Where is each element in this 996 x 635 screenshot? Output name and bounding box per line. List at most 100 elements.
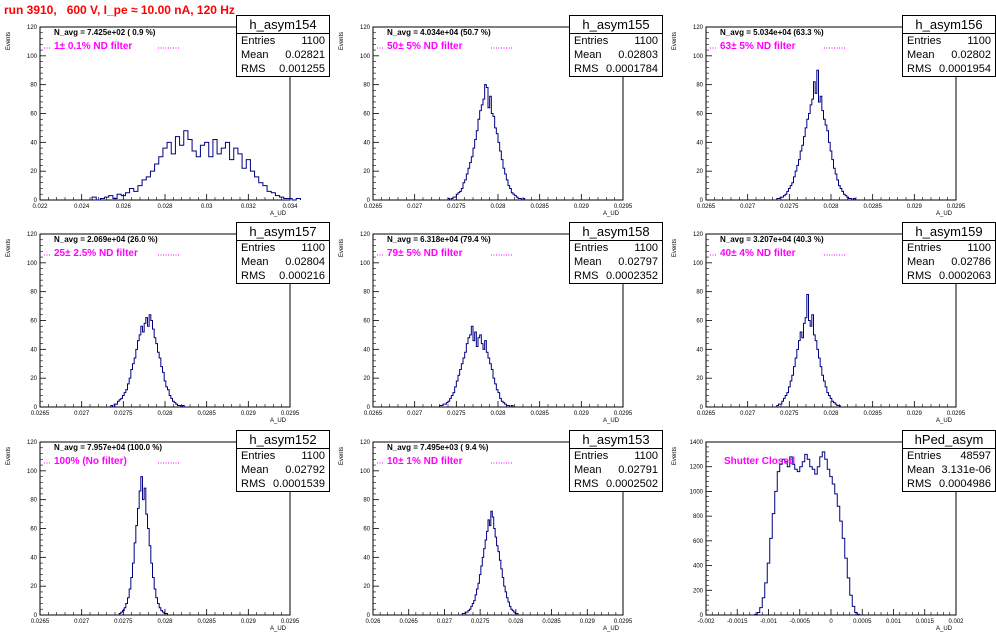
x-tick-label: 0.029 [574, 204, 590, 210]
histogram-canvas: 0.0265 0.027 0.0275 0.028 0.0285 0.029 0.0295 0… [339, 232, 633, 424]
y-tick-label: 40 [363, 347, 370, 353]
y-axis-label: Events [672, 32, 678, 50]
y-tick-label: 40 [30, 347, 37, 353]
x-tick-label: 0.032 [241, 204, 257, 210]
y-tick-label: 60 [30, 319, 37, 325]
histogram-pad-h_asym156: 0.0265 0.027 0.0275 0.028 0.0285 0.029 0.0295 0… [666, 15, 996, 220]
histogram-pad-h_asym158: 0.0265 0.027 0.0275 0.028 0.0285 0.029 0.0295 0… [333, 222, 663, 427]
y-tick-label: 40 [363, 140, 370, 146]
rms-value: 0.0004986 [939, 478, 991, 490]
x-tick-label: 0.0295 [614, 411, 633, 417]
y-tick-label: 80 [30, 290, 37, 296]
histogram-name: h_asym152 [237, 431, 329, 449]
x-tick-label: 0.0295 [281, 619, 300, 625]
y-tick-label: 1000 [690, 489, 704, 495]
y-tick-label: 0 [700, 405, 704, 411]
rms-label: RMS [574, 63, 599, 75]
rms-label: RMS [574, 270, 599, 282]
x-tick-label: -0.0005 [790, 619, 811, 625]
rms-label: RMS [907, 63, 932, 75]
y-tick-label: 0 [34, 613, 38, 619]
rms-value: 0.0002502 [606, 478, 658, 490]
mean-value: 0.02802 [951, 49, 991, 61]
rms-label: RMS [907, 478, 932, 490]
y-axis-label: Events [672, 447, 678, 465]
rms-value: 0.0001784 [606, 63, 658, 75]
rms-value: 0.0002352 [606, 270, 658, 282]
mean-label: Mean [241, 464, 269, 476]
x-tick-label: 0.026 [365, 619, 381, 625]
entries-label: Entries [574, 35, 609, 47]
mean-value: 0.02821 [285, 49, 325, 61]
y-axis-label: Events [339, 32, 345, 50]
histogram-pad-h_asym153: 0.026 0.0265 0.027 0.0275 0.028 0.0285 0.029 0.… [333, 430, 663, 635]
x-tick-label: 0.027 [74, 619, 90, 625]
x-tick-label: 0.0265 [697, 204, 716, 210]
y-tick-label: 20 [30, 376, 37, 382]
x-tick-label: 0.027 [740, 204, 756, 210]
histogram-canvas: 0.0265 0.027 0.0275 0.028 0.0285 0.029 0.0295 0… [672, 25, 966, 217]
rms-value: 0.0001539 [273, 478, 325, 490]
y-tick-label: 60 [363, 319, 370, 325]
x-tick-label: 0.028 [490, 204, 506, 210]
x-tick-label: 0.0295 [947, 204, 966, 210]
mean-label: Mean [241, 49, 269, 61]
x-axis-label: A_UD [603, 211, 620, 217]
entries-label: Entries [907, 35, 942, 47]
x-tick-label: 0.0265 [400, 619, 419, 625]
y-tick-label: 80 [363, 83, 370, 89]
x-tick-label: 0.028 [823, 411, 839, 417]
x-tick-label: 0.029 [241, 619, 257, 625]
rms-label: RMS [241, 478, 266, 490]
stats-mean-row: Mean 0.02786 [903, 255, 995, 269]
rms-value: 0.001255 [279, 63, 325, 75]
stats-mean-row: Mean 3.131e-06 [903, 463, 995, 477]
y-tick-label: 20 [696, 169, 703, 175]
filter-label: 10± 1% ND filter [387, 456, 463, 467]
stats-mean-row: Mean 0.02802 [903, 48, 995, 62]
n-avg-text: N_avg = 7.957e+04 (100.0 %) [54, 443, 163, 452]
mean-label: Mean [907, 464, 935, 476]
y-tick-label: 60 [30, 112, 37, 118]
y-axis-label: Events [6, 239, 12, 257]
x-tick-label: 0.029 [574, 411, 590, 417]
stats-rms-row: RMS 0.000216 [237, 269, 329, 283]
y-tick-label: 800 [693, 514, 704, 520]
histogram-line [754, 451, 861, 615]
filter-label: 25± 2.5% ND filter [54, 248, 138, 259]
entries-label: Entries [907, 242, 942, 254]
x-tick-label: 0.028 [157, 411, 173, 417]
x-tick-label: 0.0275 [447, 204, 466, 210]
x-axis-label: A_UD [936, 211, 953, 217]
filter-label: Shutter Closed [724, 456, 796, 467]
entries-label: Entries [241, 450, 276, 462]
y-tick-label: 80 [363, 290, 370, 296]
rms-label: RMS [241, 270, 266, 282]
stats-box: h_asym154 Entries 1100 Mean 0.02821 RMS 0.0012… [236, 15, 330, 77]
y-tick-label: 20 [363, 376, 370, 382]
x-tick-label: 0.027 [74, 411, 90, 417]
x-axis-label: A_UD [936, 418, 953, 424]
x-tick-label: 0.0285 [863, 411, 882, 417]
histogram-line [91, 130, 301, 201]
x-tick-label: 0.0295 [614, 619, 633, 625]
y-tick-label: 80 [363, 498, 370, 504]
histogram-name: h_asym156 [903, 16, 995, 34]
entries-value: 1100 [967, 242, 991, 254]
x-tick-label: 0.029 [241, 411, 257, 417]
x-tick-label: 0.0275 [114, 411, 133, 417]
stats-entries-row: Entries 1100 [903, 34, 995, 48]
x-tick-label: 0.0265 [31, 619, 50, 625]
histogram-pad-h_asym152: 0.0265 0.027 0.0275 0.028 0.0285 0.029 0.0295 0… [0, 430, 330, 635]
x-tick-label: 0.0285 [863, 204, 882, 210]
x-tick-label: 0.0275 [780, 411, 799, 417]
x-tick-label: 0.0285 [542, 619, 561, 625]
page-title: run 3910, 600 V, I_pe ≈ 10.00 nA, 120 Hz [4, 3, 235, 17]
rms-value: 0.0001954 [939, 63, 991, 75]
histogram-name: h_asym157 [237, 223, 329, 241]
histogram-line [110, 314, 185, 408]
mean-value: 0.02792 [285, 464, 325, 476]
stats-rms-row: RMS 0.0001784 [570, 62, 662, 76]
x-tick-label: 0.0265 [364, 204, 383, 210]
y-tick-label: 100 [27, 469, 38, 475]
